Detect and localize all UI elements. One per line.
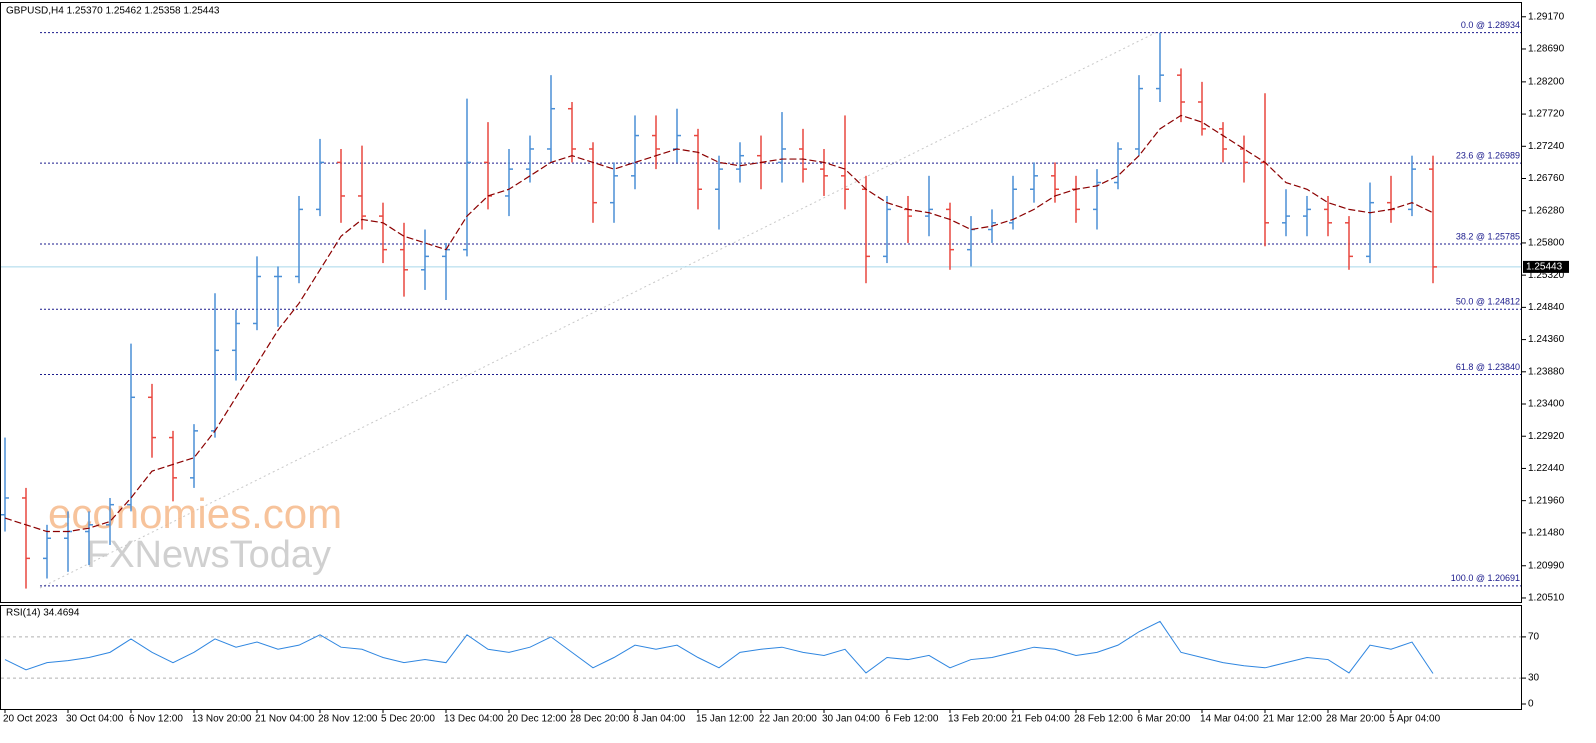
x-tick-label: 8 Jan 04:00 bbox=[633, 714, 686, 725]
watermark: economies.com bbox=[48, 490, 342, 537]
x-tick-label: 30 Jan 04:00 bbox=[822, 714, 880, 725]
x-tick-label: 22 Jan 20:00 bbox=[759, 714, 817, 725]
rsi-title: RSI(14) 34.4694 bbox=[6, 608, 80, 619]
y-tick-label: 1.21480 bbox=[1528, 528, 1565, 539]
chart-title: GBPUSD,H4 1.25370 1.25462 1.25358 1.2544… bbox=[6, 6, 220, 17]
x-tick-label: 20 Oct 2023 bbox=[3, 714, 58, 725]
current-price-label: 1.25443 bbox=[1526, 262, 1563, 273]
fib-label: 38.2 @ 1.25785 bbox=[1456, 231, 1520, 241]
y-tick-label: 1.22440 bbox=[1528, 463, 1565, 474]
y-tick-label: 1.27720 bbox=[1528, 109, 1565, 120]
x-tick-label: 13 Nov 20:00 bbox=[192, 714, 252, 725]
rsi-line bbox=[4, 620, 1434, 674]
y-tick-label: 1.26280 bbox=[1528, 205, 1565, 216]
x-tick-label: 5 Dec 20:00 bbox=[381, 714, 435, 725]
y-tick-label: 1.28200 bbox=[1528, 77, 1565, 88]
y-tick-label: 1.27240 bbox=[1528, 141, 1565, 152]
fib-label: 100.0 @ 1.20691 bbox=[1451, 573, 1520, 583]
y-tick-label: 1.22920 bbox=[1528, 431, 1565, 442]
x-tick-label: 21 Mar 12:00 bbox=[1263, 714, 1322, 725]
y-tick-label: 1.25320 bbox=[1528, 270, 1565, 281]
y-tick-label: 1.24360 bbox=[1528, 334, 1565, 345]
x-tick-label: 6 Feb 12:00 bbox=[885, 714, 939, 725]
moving-average bbox=[4, 114, 1434, 533]
x-tick-label: 28 Dec 20:00 bbox=[570, 714, 630, 725]
x-tick-label: 15 Jan 12:00 bbox=[696, 714, 754, 725]
x-tick-label: 13 Feb 20:00 bbox=[948, 714, 1007, 725]
y-tick-label: 1.20990 bbox=[1528, 560, 1565, 571]
rsi-frame bbox=[0, 605, 1522, 710]
y-tick-label: 30 bbox=[1528, 673, 1540, 684]
y-tick-label: 1.28690 bbox=[1528, 44, 1565, 55]
x-tick-label: 5 Apr 04:00 bbox=[1389, 714, 1441, 725]
x-tick-label: 28 Feb 12:00 bbox=[1074, 714, 1133, 725]
y-tick-label: 1.24840 bbox=[1528, 302, 1565, 313]
x-tick-label: 6 Nov 12:00 bbox=[129, 714, 183, 725]
fib-label: 0.0 @ 1.28934 bbox=[1461, 20, 1520, 30]
x-tick-label: 13 Dec 04:00 bbox=[444, 714, 504, 725]
y-tick-label: 1.25800 bbox=[1528, 238, 1565, 249]
main-frame bbox=[0, 2, 1522, 603]
current-price-box bbox=[1523, 260, 1569, 273]
y-tick-label: 1.20510 bbox=[1528, 593, 1565, 604]
x-tick-label: 6 Mar 20:00 bbox=[1137, 714, 1191, 725]
x-tick-label: 20 Dec 12:00 bbox=[507, 714, 567, 725]
fib-label: 61.8 @ 1.23840 bbox=[1456, 362, 1520, 372]
y-tick-label: 1.23880 bbox=[1528, 366, 1565, 377]
fib-label: 23.6 @ 1.26989 bbox=[1456, 151, 1520, 161]
x-tick-label: 30 Oct 04:00 bbox=[66, 714, 124, 725]
y-tick-label: 1.23400 bbox=[1528, 399, 1565, 410]
x-tick-label: 28 Mar 20:00 bbox=[1326, 714, 1385, 725]
x-tick-label: 14 Mar 04:00 bbox=[1200, 714, 1259, 725]
watermark: FXNewsToday bbox=[86, 534, 331, 576]
plot-area: 1.29170 1.28690 1.28200 1.27720 1.27240 1.267… bbox=[0, 11, 1569, 725]
fib-label: 50.0 @ 1.24812 bbox=[1456, 297, 1520, 307]
x-tick-label: 28 Nov 12:00 bbox=[318, 714, 378, 725]
y-tick-label: 70 bbox=[1528, 632, 1540, 643]
y-tick-label: 1.29170 bbox=[1528, 11, 1565, 22]
x-tick-label: 21 Feb 04:00 bbox=[1011, 714, 1070, 725]
y-tick-label: 0 bbox=[1528, 699, 1534, 710]
y-tick-label: 1.26760 bbox=[1528, 173, 1565, 184]
x-tick-label: 21 Nov 04:00 bbox=[255, 714, 315, 725]
y-tick-label: 1.21960 bbox=[1528, 495, 1565, 506]
